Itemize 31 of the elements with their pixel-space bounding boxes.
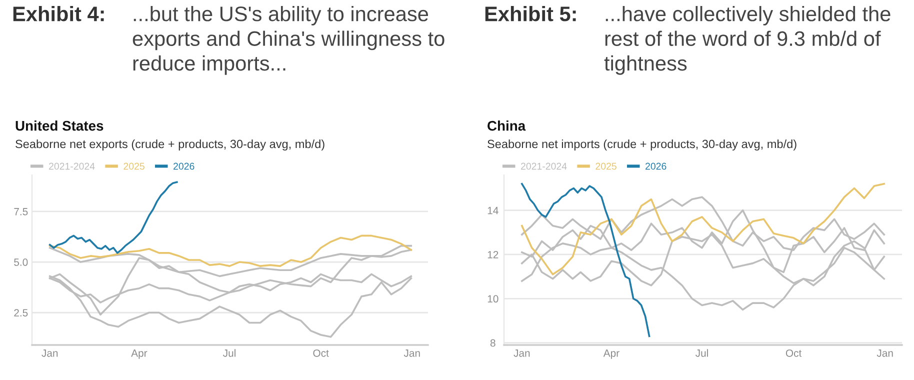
chart-title: China [488, 120, 526, 131]
legend-label: 2025 [124, 162, 144, 170]
text: Exhibit 5: [485, 6, 576, 22]
x-tick-label: Apr [131, 350, 148, 359]
legend-label: 2026 [646, 162, 666, 170]
y-tick-label: 14 [488, 206, 498, 214]
legend-label: 2026 [174, 162, 194, 170]
x-tick-label: Jul [696, 349, 708, 357]
y-tick-label: 12 [488, 250, 498, 258]
x-tick-label: Jan [876, 350, 893, 357]
text: Exhibit 4: [13, 6, 104, 22]
x-tick-label: Jan [514, 350, 530, 357]
y-tick-label: 2.5 [14, 309, 28, 316]
text: ...but the US's ability to increase exports and China's willingness to reduce imports... [132, 6, 444, 75]
text: 2021-2024 [49, 162, 95, 170]
chart-subtitle: Seaborne net exports (crude + products, 30-day avg, mb/d) [16, 139, 324, 150]
x-tick-label: Jul [223, 349, 236, 357]
y-tick-label: 10 [488, 295, 498, 303]
text: ...have collectively shielded the rest of the word of 9.3 mb/d of tightness [604, 6, 890, 75]
x-tick-label: Jan [404, 350, 420, 357]
y-tick-label: 8 [490, 339, 496, 347]
y-tick-label: 5.0 [14, 258, 28, 266]
legend-label: 2025 [596, 162, 616, 170]
x-tick-label: Apr [603, 350, 620, 359]
chart-title: United States [16, 120, 104, 131]
x-tick-label: Oct [786, 349, 802, 357]
text: 2021-2024 [521, 162, 567, 170]
chart-subtitle: Seaborne net imports (crude + products, 30-day avg, mb/d) [488, 139, 796, 150]
x-tick-label: Oct [313, 349, 329, 357]
x-tick-label: Jan [42, 350, 58, 357]
y-tick-label: 7.5 [14, 208, 28, 216]
